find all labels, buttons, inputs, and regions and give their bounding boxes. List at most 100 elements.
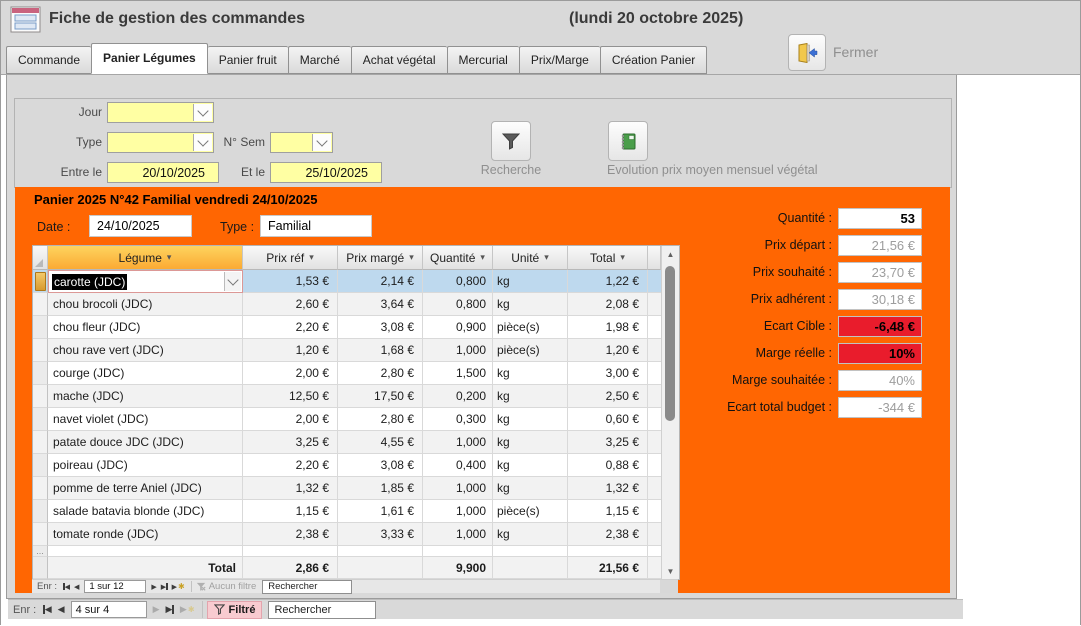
datasheet-corner-cell[interactable] — [33, 246, 48, 270]
cell-prix-marge[interactable]: 17,50 € — [338, 385, 423, 408]
summary-field-marge-souhait-e[interactable]: 40% — [838, 370, 922, 391]
cell-total[interactable]: 3,00 € — [568, 362, 648, 385]
row-selector[interactable] — [33, 454, 48, 477]
row-selector[interactable] — [33, 385, 48, 408]
cell-legume[interactable]: chou brocoli (JDC) — [48, 293, 243, 316]
row-selector[interactable] — [33, 523, 48, 546]
cell-prix-marge[interactable]: 3,64 € — [338, 293, 423, 316]
scroll-down-icon[interactable]: ▼ — [666, 566, 675, 576]
cell-quantite[interactable]: 0,300 — [423, 408, 493, 431]
summary-field-prix-adh-rent[interactable]: 30,18 € — [838, 289, 922, 310]
cell-legume[interactable]: poireau (JDC) — [48, 454, 243, 477]
row-selector[interactable] — [33, 339, 48, 362]
vertical-scrollbar[interactable]: ▲ ▼ — [661, 246, 679, 579]
row-selector[interactable] — [33, 408, 48, 431]
first-record-button[interactable]: ◀ — [63, 583, 70, 591]
tab-commande[interactable]: Commande — [6, 46, 92, 74]
new-record-button[interactable]: ▶ ✱ — [179, 604, 195, 614]
tab-prix-marge[interactable]: Prix/Marge — [518, 46, 600, 74]
cell-total[interactable]: 2,08 € — [568, 293, 648, 316]
cell-quantite[interactable]: 1,000 — [423, 477, 493, 500]
column-header-total[interactable]: Total ▾ — [568, 246, 648, 270]
et-le-date-field[interactable]: 25/10/2025 — [270, 162, 382, 183]
empty-cell[interactable] — [48, 546, 243, 557]
cell-quantite[interactable]: 0,800 — [423, 293, 493, 316]
scrollbar-thumb[interactable] — [665, 266, 675, 421]
cell-prix-ref[interactable]: 2,60 € — [243, 293, 338, 316]
column-header-unit[interactable]: Unité ▾ — [493, 246, 568, 270]
cell-total[interactable]: 0,60 € — [568, 408, 648, 431]
cell-total[interactable]: 0,88 € — [568, 454, 648, 477]
cell-total[interactable]: 1,15 € — [568, 500, 648, 523]
type-field[interactable]: Familial — [260, 215, 372, 237]
type-combobox[interactable] — [107, 132, 214, 153]
cell-legume[interactable]: salade batavia blonde (JDC) — [48, 500, 243, 523]
entre-le-date-field[interactable]: 20/10/2025 — [107, 162, 219, 183]
fermer-button[interactable] — [788, 34, 826, 71]
cell-prix-ref[interactable]: 2,20 € — [243, 454, 338, 477]
summary-field-ecart-total-budget[interactable]: -344 € — [838, 397, 922, 418]
tab-panier-fruit[interactable]: Panier fruit — [207, 46, 288, 74]
column-header-prix-r-f[interactable]: Prix réf ▾ — [243, 246, 338, 270]
cell-prix-marge[interactable]: 3,08 € — [338, 316, 423, 339]
cell-prix-marge[interactable]: 2,80 € — [338, 362, 423, 385]
cell-prix-marge[interactable]: 2,80 € — [338, 408, 423, 431]
type-combo-button[interactable] — [193, 134, 212, 151]
cell-prix-ref[interactable]: 1,20 € — [243, 339, 338, 362]
cell-unite[interactable]: kg — [493, 270, 568, 293]
cell-prix-ref[interactable]: 2,38 € — [243, 523, 338, 546]
row-selector[interactable] — [33, 316, 48, 339]
cell-quantite[interactable]: 1,000 — [423, 523, 493, 546]
cell-quantite[interactable]: 1,000 — [423, 431, 493, 454]
tab-march[interactable]: Marché — [287, 46, 351, 74]
tab-panier-l-gumes[interactable]: Panier Légumes — [91, 43, 208, 74]
cell-total[interactable]: 1,20 € — [568, 339, 648, 362]
no-filter-toggle[interactable]: Aucun filtre — [196, 581, 256, 592]
last-record-button[interactable]: ▶ — [160, 583, 168, 591]
cell-quantite[interactable]: 0,400 — [423, 454, 493, 477]
next-record-button[interactable]: ▶ — [151, 583, 157, 591]
cell-prix-marge[interactable]: 3,08 € — [338, 454, 423, 477]
cell-prix-marge[interactable]: 1,68 € — [338, 339, 423, 362]
mainform-search-box[interactable]: Rechercher — [268, 600, 377, 619]
tab-mercurial[interactable]: Mercurial — [446, 46, 519, 74]
last-record-button[interactable]: ▶ — [165, 604, 174, 614]
cell-total[interactable]: 1,98 € — [568, 316, 648, 339]
cell-prix-marge[interactable]: 3,33 € — [338, 523, 423, 546]
cell-prix-marge[interactable]: 2,14 € — [338, 270, 423, 293]
cell-legume[interactable]: chou fleur (JDC) — [48, 316, 243, 339]
legume-combo-cell[interactable]: carotte (JDC) — [48, 270, 243, 293]
column-header-quantit[interactable]: Quantité ▾ — [423, 246, 493, 270]
cell-prix-ref[interactable]: 12,50 € — [243, 385, 338, 408]
row-selector[interactable] — [33, 270, 48, 293]
cell-prix-ref[interactable]: 3,25 € — [243, 431, 338, 454]
summary-field-prix-souhait[interactable]: 23,70 € — [838, 262, 922, 283]
cell-total[interactable]: 3,25 € — [568, 431, 648, 454]
cell-legume[interactable]: mache (JDC) — [48, 385, 243, 408]
cell-quantite[interactable]: 0,200 — [423, 385, 493, 408]
cell-prix-marge[interactable]: 4,55 € — [338, 431, 423, 454]
cell-unite[interactable]: kg — [493, 293, 568, 316]
summary-field-prix-d-part[interactable]: 21,56 € — [838, 235, 922, 256]
cell-total[interactable]: 2,38 € — [568, 523, 648, 546]
empty-cell[interactable] — [338, 546, 423, 557]
cell-legume[interactable]: tomate ronde (JDC) — [48, 523, 243, 546]
jour-combo-button[interactable] — [193, 104, 212, 121]
cell-unite[interactable]: kg — [493, 408, 568, 431]
summary-field-quantit[interactable]: 53 — [838, 208, 922, 229]
cell-quantite[interactable]: 1,500 — [423, 362, 493, 385]
cell-quantite[interactable]: 0,900 — [423, 316, 493, 339]
cell-total[interactable]: 1,22 € — [568, 270, 648, 293]
recherche-button[interactable] — [491, 121, 531, 161]
empty-cell[interactable] — [493, 546, 568, 557]
cell-prix-ref[interactable]: 1,53 € — [243, 270, 338, 293]
cell-legume[interactable]: navet violet (JDC) — [48, 408, 243, 431]
date-field[interactable]: 24/10/2025 — [89, 215, 192, 237]
tab-cr-ation-panier[interactable]: Création Panier — [599, 46, 708, 74]
row-selector[interactable] — [33, 431, 48, 454]
cell-unite[interactable]: pièce(s) — [493, 316, 568, 339]
previous-record-button[interactable]: ◀ — [57, 604, 65, 614]
jour-combobox[interactable] — [107, 102, 214, 123]
cell-prix-ref[interactable]: 1,15 € — [243, 500, 338, 523]
empty-cell[interactable] — [648, 546, 661, 557]
